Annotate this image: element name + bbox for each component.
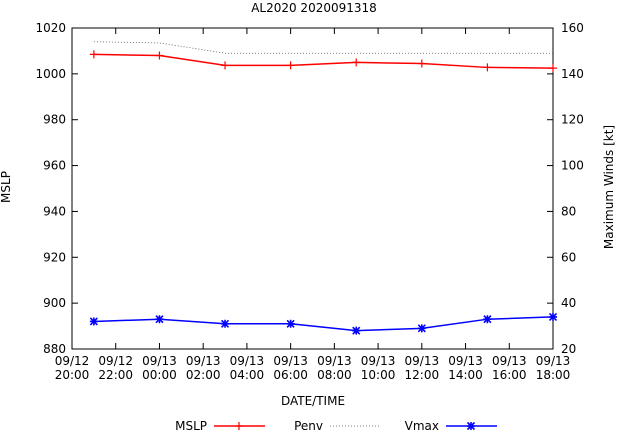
legend-marker-vmax (466, 421, 476, 431)
y-tick-label: 1000 (35, 67, 66, 81)
data-point-vmax (89, 317, 98, 326)
data-point-penv (286, 61, 295, 70)
y2-tick-label: 20 (561, 342, 576, 356)
x-tick-label: 09/13 08:00 (317, 354, 352, 382)
series-vmax (89, 312, 558, 335)
data-point-vmax (352, 326, 361, 335)
x-tick-label: 09/13 14:00 (448, 354, 483, 382)
legend-label-penv: Penv (294, 419, 323, 432)
y2-tick-label: 140 (561, 67, 584, 81)
x-tick-label: 09/12 22:00 (98, 354, 133, 382)
x-tick-label: 09/13 18:00 (536, 354, 571, 382)
y-tick-label: 940 (43, 204, 66, 218)
x-tick-label: 09/13 00:00 (142, 354, 177, 382)
data-point-penv (483, 63, 492, 72)
data-point-vmax (220, 319, 230, 328)
data-point-penv (417, 59, 426, 68)
data-point-penv (352, 58, 361, 67)
y-tick-label: 880 (43, 342, 66, 356)
x-tick-label: 09/13 10:00 (361, 354, 396, 382)
x-tick-label: 09/13 02:00 (186, 354, 221, 382)
legend-label-vmax: Vmax (405, 419, 439, 432)
y-tick-label: 920 (43, 250, 66, 264)
legend-marker-mslp (235, 422, 243, 430)
y2-tick-label: 40 (561, 296, 576, 310)
y-tick-label: 980 (43, 113, 66, 127)
data-point-penv (155, 51, 164, 60)
legend-label-mslp: MSLP (175, 419, 207, 432)
data-point-vmax (548, 312, 558, 321)
x-tick-label: 09/12 20:00 (55, 354, 90, 382)
y-tick-label: 1020 (35, 21, 66, 35)
plot-border (71, 27, 554, 350)
y2-tick-label: 80 (561, 204, 576, 218)
data-point-vmax (417, 324, 426, 333)
y2-axis-label: Maximum Winds [kt] (602, 125, 616, 249)
data-point-penv (221, 61, 230, 70)
legend: MSLP Penv Vmax (175, 419, 497, 432)
x-tick-label: 09/13 04:00 (230, 354, 265, 382)
data-point-vmax (483, 315, 492, 324)
data-point-penv (549, 64, 557, 73)
y2-tick-label: 160 (561, 21, 584, 35)
chart-title: AL2020 2020091318 (251, 1, 377, 15)
data-point-penv (89, 50, 98, 59)
data-point-vmax (155, 315, 164, 324)
y-tick-label: 960 (43, 159, 66, 173)
x-tick-label: 09/13 12:00 (405, 354, 440, 382)
y-axis-label: MSLP (0, 171, 13, 203)
series-line-vmax (93, 316, 554, 332)
series-penv (89, 50, 557, 73)
x-tick-label: 09/13 06:00 (273, 354, 308, 382)
y2-tick-label: 100 (561, 159, 584, 173)
x-axis-label: DATE/TIME (281, 394, 345, 408)
y2-tick-label: 60 (561, 250, 576, 264)
series-line-penv (93, 53, 554, 69)
x-tick-label: 09/13 16:00 (492, 354, 527, 382)
y2-tick-label: 120 (561, 113, 584, 127)
data-point-vmax (286, 319, 295, 328)
y-tick-label: 900 (43, 296, 66, 310)
